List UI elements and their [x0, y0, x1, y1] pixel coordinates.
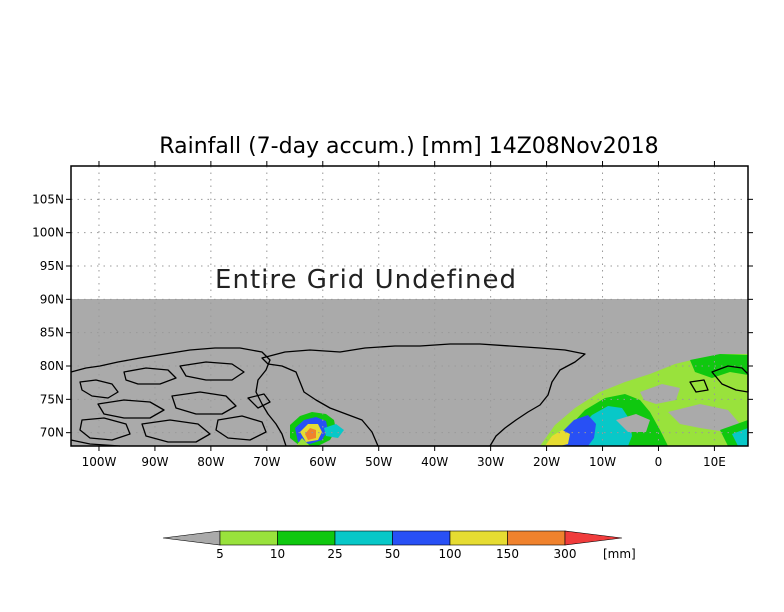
colorbar-tick-label: 25 [327, 547, 342, 561]
x-tick-label: 40W [421, 455, 448, 469]
colorbar-bin-over [564, 530, 623, 546]
y-tick-label: 85N [40, 326, 64, 340]
x-tick-label: 80W [197, 455, 224, 469]
greenland-coast [261, 343, 586, 447]
y-tick-label: 90N [40, 292, 64, 306]
colorbar-bin [219, 530, 278, 546]
x-tick-label: 0 [655, 455, 663, 469]
y-axis: 70N 75N 80N 85N 90N 95N 100N 105N [32, 192, 753, 440]
y-tick-label: 75N [40, 392, 64, 406]
colorbar-tick-label: 150 [496, 547, 519, 561]
y-tick-label: 105N [32, 192, 64, 206]
colorbar: 5 10 25 50 100 150 300 [mm] [162, 530, 636, 561]
colorbar-bin [277, 530, 336, 546]
colorbar-tick-label: 100 [439, 547, 462, 561]
colorbar-tick-label: 50 [385, 547, 400, 561]
colorbar-bins [162, 530, 623, 546]
x-tick-label: 60W [309, 455, 336, 469]
colorbar-tick-label: 300 [554, 547, 577, 561]
colorbar-bin [334, 530, 393, 546]
colorbar-labels: 5 10 25 50 100 150 300 [216, 547, 576, 561]
colorbar-tick-label: 5 [216, 547, 224, 561]
x-tick-label: 70W [253, 455, 280, 469]
x-tick-label: 90W [141, 455, 168, 469]
colorbar-tick-label: 10 [270, 547, 285, 561]
y-tick-label: 80N [40, 359, 64, 373]
y-tick-label: 70N [40, 426, 64, 440]
x-tick-label: 100W [82, 455, 117, 469]
x-tick-label: 30W [477, 455, 504, 469]
grid-lines [71, 166, 748, 446]
colorbar-bin [507, 530, 566, 546]
x-tick-label: 10W [589, 455, 616, 469]
colorbar-unit: [mm] [603, 547, 636, 561]
x-tick-label: 50W [365, 455, 392, 469]
coastlines [70, 343, 749, 447]
canadian-archipelago-coast [70, 347, 287, 447]
x-tick-label: 10E [703, 455, 726, 469]
undefined-grid-message: Entire Grid Undefined [215, 265, 517, 295]
x-tick-label: 20W [533, 455, 560, 469]
x-axis: 100W 90W 80W 70W 60W 50W 40W 30W 20W 10W 0 10E [82, 161, 726, 469]
precip-patch-baffin [290, 412, 344, 446]
plot-frame [70, 165, 749, 447]
colorbar-bin [392, 530, 451, 546]
precip-patch-greenland-sea [540, 354, 748, 446]
y-tick-label: 95N [40, 259, 64, 273]
colorbar-bin-under [162, 530, 221, 546]
plot-area: Entire Grid Undefined 100W 90W 80W 70W 60W 50… [32, 161, 753, 469]
map-title: Rainfall (7-day accum.) [mm] 14Z08Nov201… [159, 134, 658, 159]
y-tick-label: 100N [32, 226, 64, 240]
colorbar-bin [449, 530, 508, 546]
